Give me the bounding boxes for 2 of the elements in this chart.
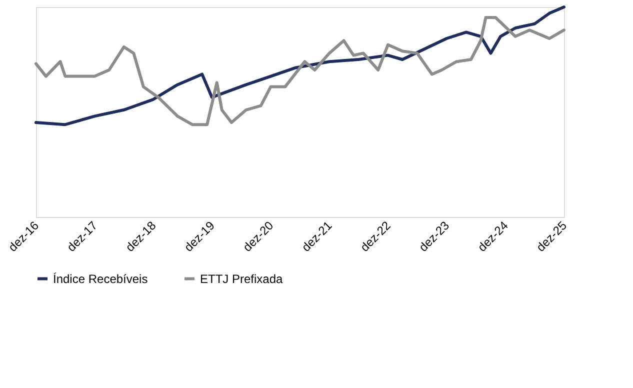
legend-label: ETTJ Prefixada bbox=[200, 272, 284, 286]
legend-label: Índice Recebíveis bbox=[53, 272, 148, 286]
